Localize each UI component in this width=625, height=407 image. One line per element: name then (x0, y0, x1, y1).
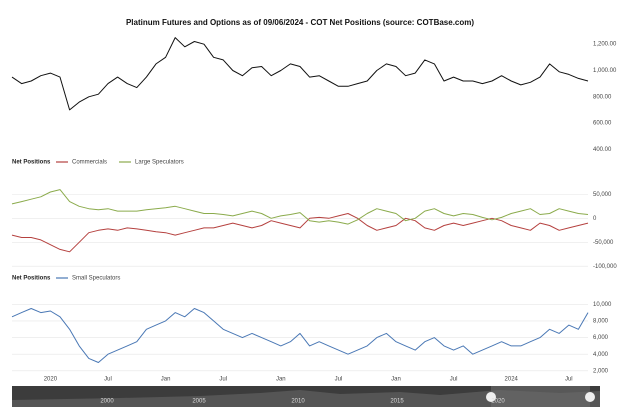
navigator-handle[interactable] (585, 392, 595, 402)
navigator-label: 2010 (291, 399, 305, 405)
y-tick-label: 0 (593, 216, 597, 222)
navigator-window[interactable] (491, 386, 590, 407)
x-tick-label: Jan (276, 377, 286, 383)
series-line (11, 189, 589, 225)
navigator-label: 2000 (100, 399, 114, 405)
legend-label: Small Speculators (72, 276, 120, 282)
panel-label: Net Positions (12, 276, 51, 282)
x-tick-label: Jul (565, 377, 573, 383)
x-tick-label: Jul (335, 377, 343, 383)
x-tick-label: 2024 (505, 377, 519, 383)
y-tick-label: 400.00 (593, 147, 612, 153)
legend-label: Large Speculators (135, 160, 184, 166)
x-tick-label: Jul (104, 377, 112, 383)
series-line (11, 308, 589, 363)
y-tick-label: 8,000 (593, 319, 609, 325)
navigator-label: 2015 (390, 399, 404, 405)
navigator-area (12, 390, 600, 407)
navigator-handle[interactable] (486, 392, 496, 402)
y-tick-label: 1,000.00 (593, 68, 617, 74)
x-tick-label: Jan (391, 377, 401, 383)
x-tick-label: 2020 (44, 377, 58, 383)
y-tick-label: 10,000 (593, 302, 612, 308)
y-tick-label: -50,000 (593, 240, 614, 246)
panel-label: Net Positions (12, 160, 51, 166)
y-tick-label: 6,000 (593, 335, 609, 341)
series-line (11, 213, 589, 253)
navigator-label: 2005 (192, 399, 206, 405)
y-tick-label: 2,000 (593, 368, 609, 374)
y-tick-label: 1,200.00 (593, 42, 617, 48)
legend-label: Commercials (72, 160, 107, 166)
y-tick-label: 50,000 (593, 192, 612, 198)
y-tick-label: -100,000 (593, 264, 617, 270)
x-tick-label: Jan (161, 377, 171, 383)
y-tick-label: 600.00 (593, 121, 612, 127)
y-tick-label: 800.00 (593, 94, 612, 100)
x-tick-label: Jul (450, 377, 458, 383)
x-tick-label: Jul (219, 377, 227, 383)
series-line (11, 37, 589, 111)
navigator-label: 2020 (491, 399, 505, 405)
chart-title: Platinum Futures and Options as of 09/06… (126, 18, 474, 27)
y-tick-label: 4,000 (593, 352, 609, 358)
